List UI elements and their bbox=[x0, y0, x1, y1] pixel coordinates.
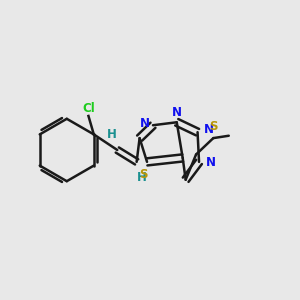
Text: N: N bbox=[204, 123, 214, 136]
Text: S: S bbox=[139, 168, 148, 181]
Text: N: N bbox=[172, 106, 182, 119]
Text: N: N bbox=[140, 117, 150, 130]
Text: H: H bbox=[137, 171, 147, 184]
Text: H: H bbox=[107, 128, 117, 141]
Text: Cl: Cl bbox=[82, 102, 95, 115]
Text: N: N bbox=[206, 156, 216, 169]
Text: S: S bbox=[209, 120, 218, 133]
